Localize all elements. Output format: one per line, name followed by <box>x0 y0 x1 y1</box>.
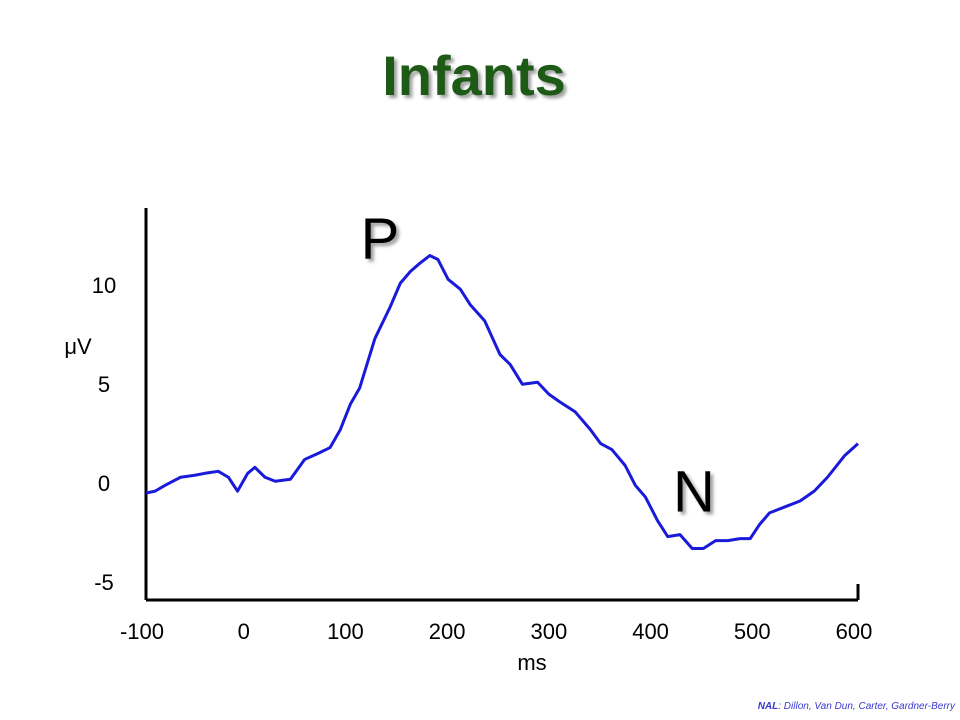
x-tick-label: 200 <box>429 619 466 644</box>
annotation: P <box>361 206 400 271</box>
x-tick-label: 400 <box>632 619 669 644</box>
y-tick-label: 5 <box>98 372 110 397</box>
y-axis-label: μV <box>64 334 92 359</box>
x-tick-label: 0 <box>238 619 250 644</box>
source-text: : Dillon, Van Dun, Carter, Gardner-Berry <box>778 701 956 712</box>
data-line <box>145 254 860 551</box>
x-axis-label: ms <box>517 650 546 675</box>
x-tick-label: 600 <box>836 619 873 644</box>
x-tick-label: 100 <box>327 619 364 644</box>
chart-title: Infants <box>382 44 566 107</box>
x-tick-label: 300 <box>530 619 567 644</box>
source-org: NAL <box>758 701 779 712</box>
x-tick-label: 500 <box>734 619 771 644</box>
y-tick-label: 10 <box>92 273 116 298</box>
source: NAL: Dillon, Van Dun, Carter, Gardner-Be… <box>758 701 956 712</box>
annotation: N <box>673 459 715 524</box>
x-tick-label: -100 <box>120 619 164 644</box>
y-tick-label: 0 <box>98 471 110 496</box>
y-tick-label: -5 <box>94 570 114 595</box>
